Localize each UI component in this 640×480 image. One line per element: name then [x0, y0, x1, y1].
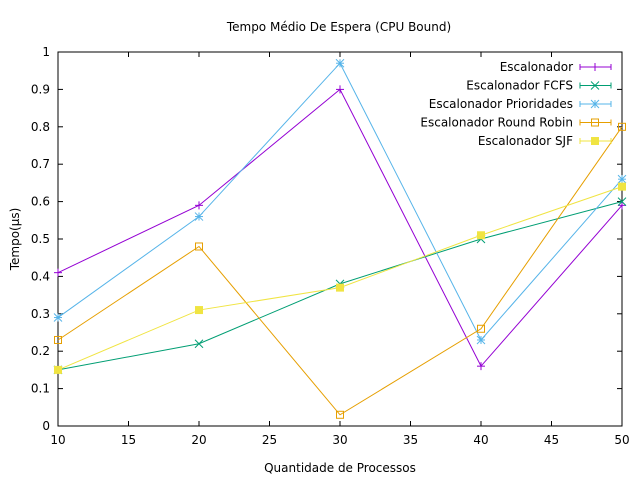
data-point: [54, 365, 62, 374]
x-tick-label: 50: [614, 433, 629, 447]
legend-item: Escalonador Round Robin: [420, 116, 612, 130]
series-line: [57, 126, 623, 416]
legend-label: Escalonador Prioridades: [429, 97, 573, 111]
data-point: [194, 212, 204, 221]
legend-swatch-marker: [590, 81, 600, 90]
y-tick-label: 1: [42, 45, 50, 59]
data-point: [477, 324, 485, 333]
legend-label: Escalonador: [500, 60, 573, 74]
series-3: [53, 58, 627, 345]
x-tick-label: 35: [403, 433, 418, 447]
y-tick-label: 0.3: [31, 307, 50, 321]
y-tick-label: 0.4: [31, 269, 50, 283]
series-4: [54, 122, 626, 419]
data-point: [617, 174, 627, 184]
data-point: [618, 182, 626, 191]
legend-item: Escalonador SJF: [478, 134, 612, 148]
y-tick-label: 0: [42, 419, 50, 433]
legend-swatch-marker: [591, 137, 599, 145]
data-point: [476, 335, 486, 345]
chart-title: Tempo Médio De Espera (CPU Bound): [226, 20, 451, 34]
x-axis-title: Quantidade de Processos: [264, 461, 416, 475]
data-point: [194, 339, 204, 349]
data-point: [195, 201, 203, 210]
legend-label: Escalonador SJF: [478, 134, 573, 148]
x-tick-label: 45: [544, 433, 559, 447]
data-point: [336, 283, 344, 292]
data-point: [53, 313, 63, 322]
legend-label: Escalonador Round Robin: [420, 116, 573, 130]
legend-swatch-marker: [591, 118, 599, 127]
legend-swatch-marker: [590, 99, 600, 109]
y-tick-label: 0.6: [31, 195, 50, 209]
data-point: [477, 231, 485, 240]
y-tick-label: 0.7: [31, 157, 50, 171]
y-tick-label: 0.8: [31, 120, 50, 134]
series-line: [57, 88, 623, 368]
legend: Escalonador Escalonador FCFS Escalonador P…: [420, 60, 612, 148]
data-point: [618, 201, 626, 210]
series-layer: [53, 58, 627, 419]
data-point: [336, 410, 344, 419]
data-point: [195, 242, 203, 251]
legend-item: Escalonador Prioridades: [429, 97, 612, 111]
x-tick-label: 15: [121, 433, 136, 447]
data-point: [54, 335, 62, 344]
legend-swatch-marker: [591, 63, 599, 71]
y-tick-label: 0.2: [31, 344, 50, 358]
x-tick-label: 10: [50, 433, 65, 447]
y-axis-title: Tempo(μs): [8, 208, 22, 272]
x-tick-label: 25: [262, 433, 277, 447]
data-point: [617, 197, 627, 206]
y-axis: 0 0.1 0.2 0.3 0.4 0.5 0.6 0.7 0.8 0.9 1: [31, 45, 622, 433]
x-tick-label: 20: [191, 433, 206, 447]
legend-item: Escalonador FCFS: [466, 79, 612, 93]
y-tick-label: 0.9: [31, 82, 50, 96]
y-tick-label: 0.1: [31, 382, 50, 396]
data-point: [195, 306, 203, 315]
data-point: [335, 58, 345, 68]
series-line: [57, 186, 623, 371]
x-axis: 10 15 20 25 30 35 40 45 50: [50, 52, 630, 447]
y-tick-label: 0.5: [31, 232, 50, 246]
data-point: [477, 362, 485, 371]
legend-label: Escalonador FCFS: [466, 79, 573, 93]
x-tick-label: 40: [473, 433, 488, 447]
legend-item: Escalonador: [500, 60, 612, 74]
series-1: [54, 85, 626, 371]
series-5: [54, 182, 626, 374]
data-point: [54, 268, 62, 277]
data-point: [336, 85, 344, 94]
x-tick-label: 30: [332, 433, 347, 447]
data-point: [618, 122, 626, 131]
